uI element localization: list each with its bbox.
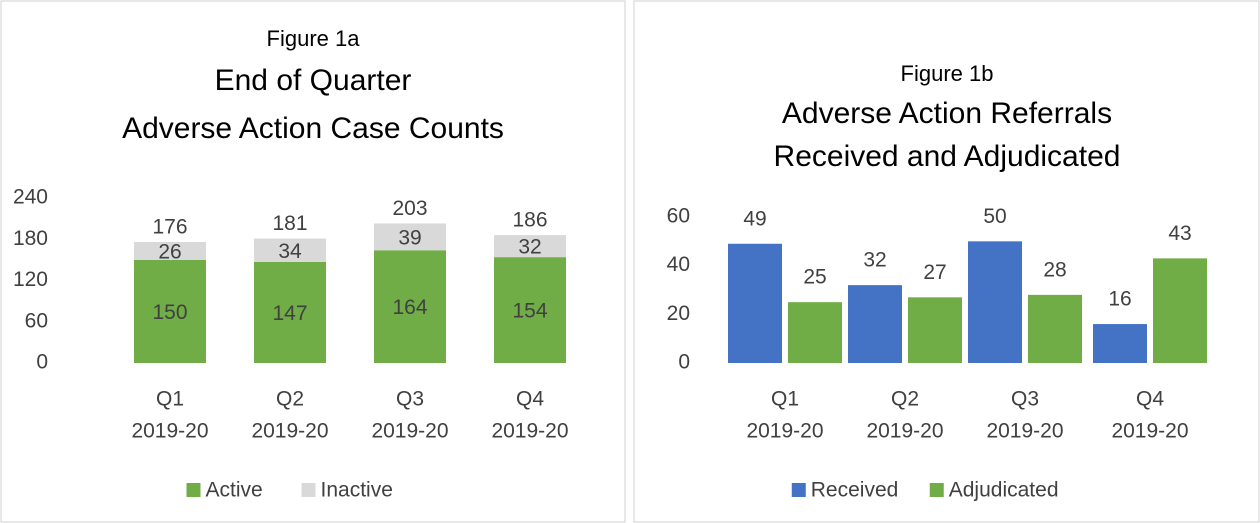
y-tick-label: 0 (36, 351, 48, 374)
value-label: 16 (1108, 288, 1131, 311)
total-label: 203 (392, 197, 427, 220)
x-tick-label: 2019-20 (746, 420, 823, 443)
bar-segment (254, 261, 326, 363)
legend-label: Inactive (321, 479, 393, 502)
bar-segment (134, 259, 206, 363)
value-label: 164 (392, 296, 427, 319)
x-tick-label: Q2 (891, 388, 919, 411)
bar-segment (494, 235, 566, 258)
x-tick-label: Q4 (516, 388, 544, 411)
x-tick-label: 2019-20 (371, 420, 448, 443)
x-tick-label: 2019-20 (251, 420, 328, 443)
value-label: 49 (743, 207, 766, 230)
value-label: 26 (158, 240, 181, 263)
x-tick-label: 2019-20 (866, 420, 943, 443)
bar (908, 297, 962, 363)
bar (848, 285, 902, 363)
bar (788, 302, 842, 363)
value-label: 43 (1168, 222, 1191, 245)
chart-title: Figure 1a (267, 26, 361, 51)
value-label: 150 (152, 301, 187, 324)
legend-label: Adjudicated (949, 479, 1059, 502)
value-label: 39 (398, 226, 421, 249)
total-label: 176 (152, 216, 187, 239)
x-tick-label: 2019-20 (131, 420, 208, 443)
y-tick-label: 240 (13, 186, 48, 209)
bar-segment (494, 257, 566, 363)
bar (1028, 294, 1082, 363)
x-tick-label: Q3 (396, 388, 424, 411)
bar-segment (254, 238, 326, 262)
value-label: 154 (512, 300, 547, 323)
y-tick-label: 180 (13, 227, 48, 250)
x-tick-label: Q2 (276, 388, 304, 411)
legend-label: Received (811, 479, 899, 502)
value-label: 32 (518, 236, 541, 259)
value-label: 28 (1043, 258, 1066, 281)
x-tick-label: Q3 (1011, 388, 1039, 411)
legend-swatch (929, 483, 944, 497)
y-tick-label: 60 (667, 205, 690, 228)
legend-swatch (186, 483, 201, 497)
x-tick-label: 2019-20 (491, 420, 568, 443)
panel-border (633, 0, 1260, 523)
chart-title: Received and Adjudicated (774, 140, 1121, 173)
y-tick-label: 0 (678, 351, 690, 374)
value-label: 147 (272, 302, 307, 325)
x-tick-label: 2019-20 (1111, 420, 1188, 443)
x-tick-label: 2019-20 (986, 420, 1063, 443)
bar (1093, 324, 1147, 363)
x-tick-label: Q1 (156, 388, 184, 411)
bar-segment (374, 223, 446, 251)
x-tick-label: Q4 (1136, 388, 1164, 411)
value-label: 32 (863, 249, 886, 272)
value-label: 50 (983, 205, 1006, 228)
y-tick-label: 40 (667, 253, 690, 276)
bar-segment (374, 250, 446, 363)
bar (1153, 258, 1207, 363)
chart-title: Figure 1b (901, 61, 994, 86)
legend-label: Active (206, 479, 263, 502)
bar (968, 241, 1022, 363)
y-tick-label: 60 (25, 309, 48, 332)
legend-swatch (301, 483, 316, 497)
total-label: 181 (272, 212, 307, 235)
chart-title: Adverse Action Referrals (782, 97, 1112, 130)
chart-title: Adverse Action Case Counts (122, 112, 504, 145)
y-tick-label: 120 (13, 268, 48, 291)
x-tick-label: Q1 (771, 388, 799, 411)
total-label: 186 (512, 209, 547, 232)
value-label: 25 (803, 266, 826, 289)
value-label: 34 (278, 240, 302, 263)
bar-segment (134, 242, 206, 260)
chart-title: End of Quarter (215, 64, 412, 97)
panel-border (0, 0, 626, 523)
legend-swatch (791, 483, 806, 497)
bar (728, 243, 782, 363)
y-tick-label: 20 (667, 302, 690, 325)
value-label: 27 (923, 261, 946, 284)
